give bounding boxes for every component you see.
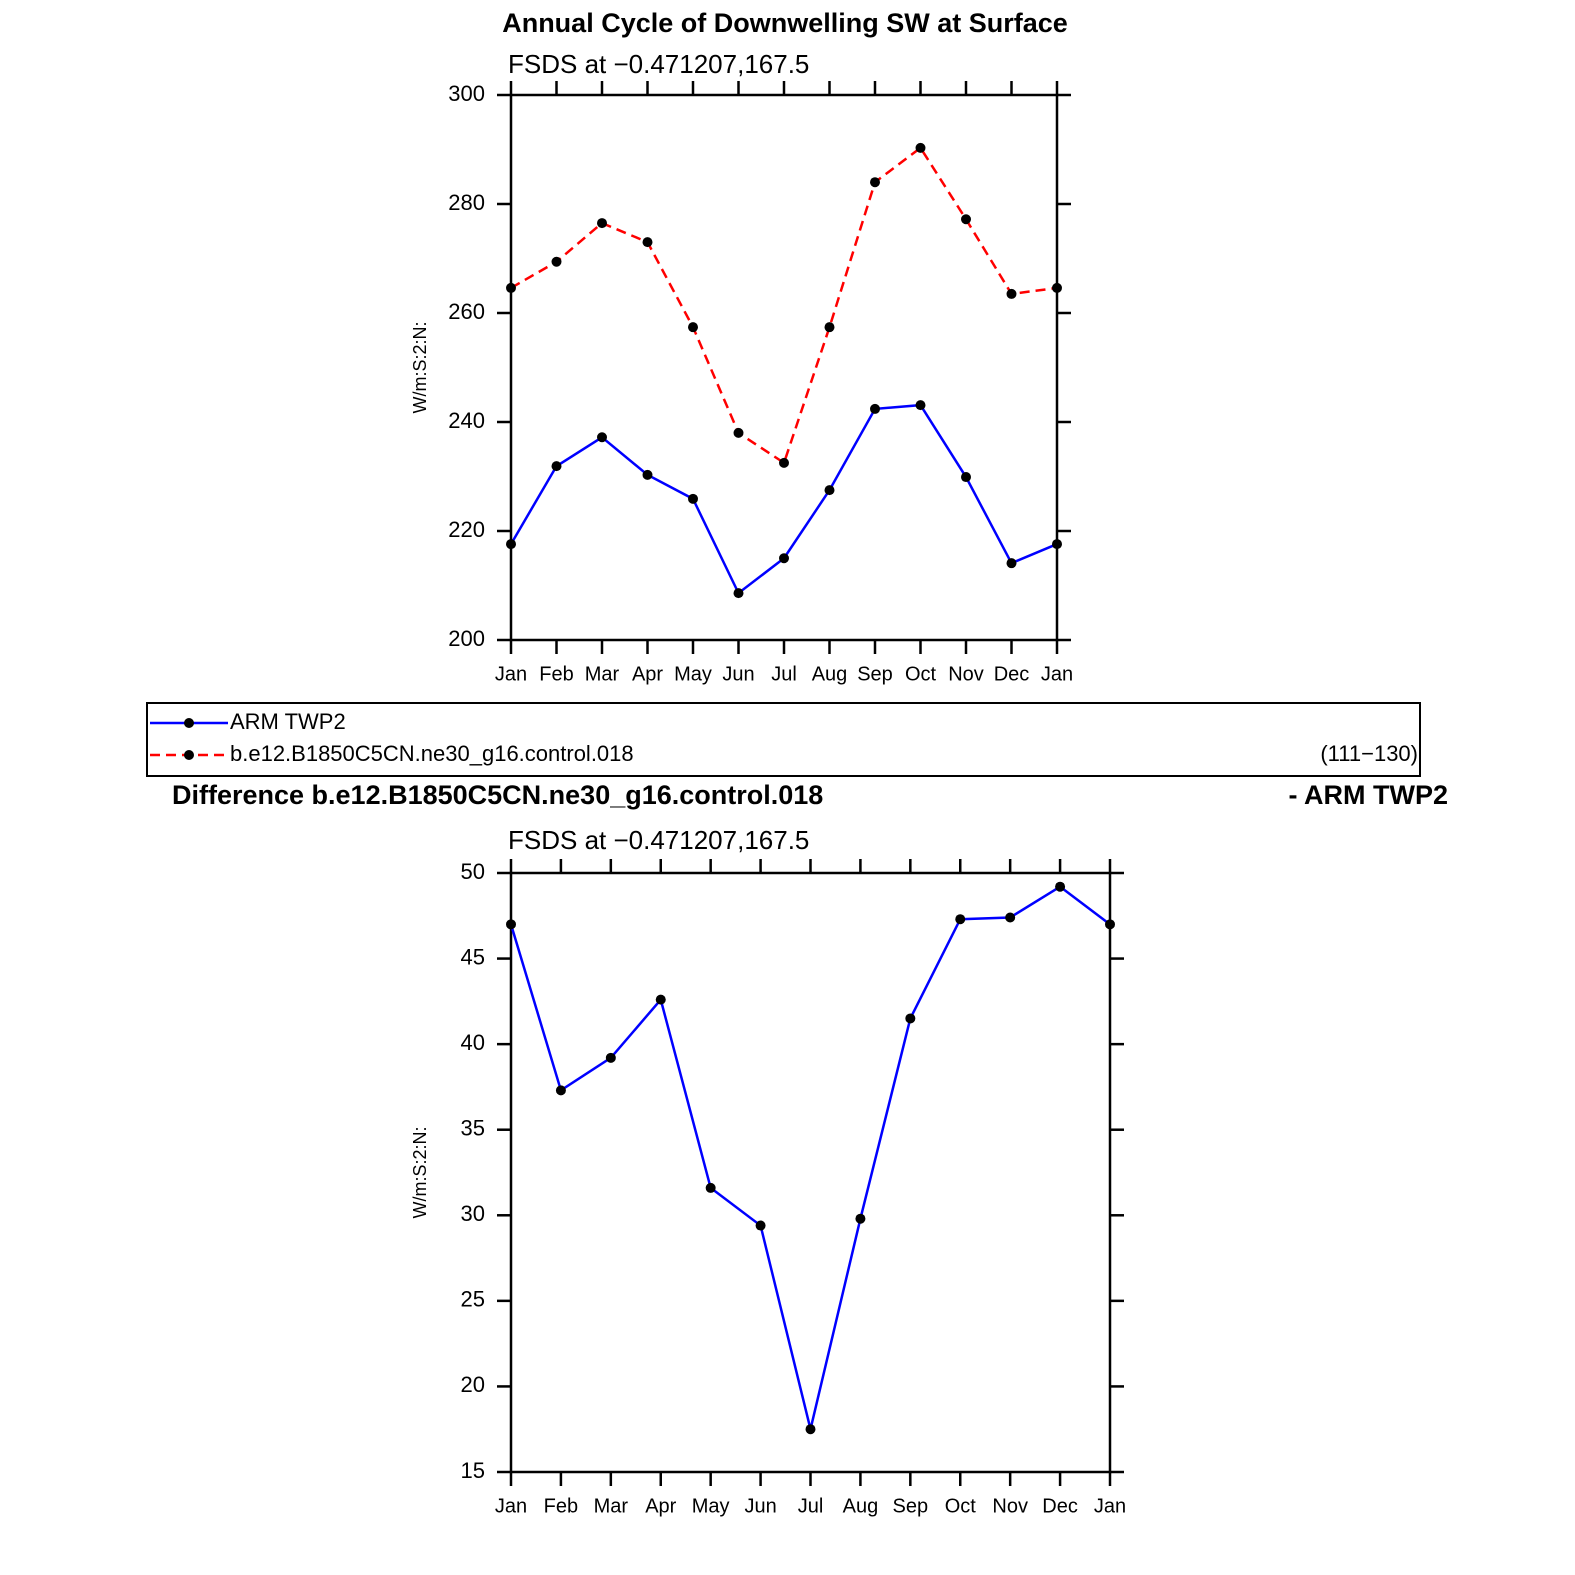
x-tick-label: Jun	[722, 663, 754, 685]
data-marker	[961, 472, 971, 483]
x-tick-label: Sep	[857, 663, 893, 685]
data-marker	[597, 218, 607, 229]
x-tick-label: Dec	[1042, 1495, 1078, 1517]
x-tick-label: Dec	[994, 663, 1030, 685]
data-marker	[551, 256, 562, 267]
data-marker	[551, 461, 562, 472]
data-marker	[688, 322, 698, 333]
y-tick-label: 30	[461, 1201, 485, 1226]
y-axis-label: W/m:S:2:N:	[410, 1126, 430, 1218]
data-marker	[1052, 539, 1062, 550]
x-tick-label: Feb	[544, 1495, 578, 1517]
data-marker	[655, 994, 666, 1005]
x-tick-label: Mar	[594, 1495, 629, 1517]
data-line	[509, 885, 1111, 1430]
y-tick-label: 25	[461, 1287, 485, 1312]
data-marker	[915, 142, 926, 153]
data-marker	[805, 1424, 816, 1435]
x-tick-label: Apr	[632, 663, 663, 685]
legend-label: b.e12.B1850C5CN.ne30_g16.control.018	[230, 741, 634, 766]
x-tick-label: Jan	[1041, 663, 1073, 685]
x-tick-label: Aug	[812, 663, 848, 685]
data-marker	[905, 1013, 916, 1024]
data-marker	[870, 403, 880, 414]
legend-marker	[184, 718, 194, 728]
legend-box	[146, 702, 1421, 777]
data-marker	[642, 469, 653, 480]
data-marker	[779, 553, 789, 564]
data-line	[510, 146, 1058, 465]
y-tick-label: 200	[448, 626, 485, 651]
data-marker	[961, 214, 971, 225]
x-tick-label: Feb	[539, 663, 573, 685]
y-tick-label: 20	[461, 1372, 485, 1397]
data-marker	[1105, 919, 1115, 930]
chart-title-suffix: - ARM TWP2	[1289, 780, 1448, 810]
y-tick-label: 300	[448, 81, 485, 106]
y-axis-label: W/m:S:2:N:	[410, 321, 430, 413]
data-marker	[605, 1052, 616, 1063]
legend-label: ARM TWP2	[230, 709, 346, 734]
y-tick-label: 45	[461, 944, 485, 969]
data-marker	[755, 1220, 766, 1231]
data-marker	[915, 400, 926, 411]
x-tick-label: Jan	[495, 1495, 527, 1517]
data-marker	[506, 919, 516, 930]
x-tick-label: Oct	[945, 1495, 977, 1517]
x-tick-label: Jan	[495, 663, 527, 685]
data-marker	[1055, 881, 1066, 892]
data-marker	[824, 322, 835, 333]
chart-title: Difference b.e12.B1850C5CN.ne30_g16.cont…	[172, 780, 823, 810]
y-tick-label: 280	[448, 190, 485, 215]
data-marker	[1005, 912, 1016, 923]
y-tick-label: 240	[448, 408, 485, 433]
data-marker	[555, 1085, 566, 1096]
data-marker	[506, 282, 516, 293]
y-tick-label: 220	[448, 517, 485, 542]
y-tick-label: 40	[461, 1030, 485, 1055]
data-marker	[870, 177, 880, 188]
x-tick-label: Oct	[905, 663, 937, 685]
data-marker	[705, 1182, 716, 1193]
data-line	[509, 403, 1058, 596]
data-marker	[1006, 288, 1017, 299]
x-tick-label: Mar	[585, 663, 620, 685]
x-tick-label: May	[692, 1495, 730, 1517]
data-marker	[733, 427, 744, 438]
data-marker	[855, 1213, 866, 1224]
x-tick-label: Nov	[992, 1495, 1028, 1517]
x-tick-label: Nov	[948, 663, 984, 685]
data-marker	[642, 237, 653, 248]
data-marker	[779, 457, 789, 468]
chart-subtitle: FSDS at −0.471207,167.5	[508, 825, 809, 855]
x-tick-label: Aug	[843, 1495, 879, 1517]
y-tick-label: 260	[448, 299, 485, 324]
data-marker	[955, 914, 966, 925]
data-marker	[506, 539, 516, 550]
plot-frame	[509, 871, 1112, 1474]
y-tick-label: 15	[461, 1458, 485, 1483]
data-marker	[688, 493, 698, 504]
data-marker	[733, 588, 744, 599]
data-marker	[824, 485, 835, 496]
x-tick-label: Jun	[744, 1495, 776, 1517]
chart-subtitle: FSDS at −0.471207,167.5	[508, 49, 809, 79]
y-tick-label: 50	[461, 859, 485, 884]
data-marker	[597, 432, 607, 443]
x-tick-label: Jul	[771, 663, 797, 685]
x-tick-label: May	[674, 663, 712, 685]
chart-title: Annual Cycle of Downwelling SW at Surfac…	[502, 8, 1068, 38]
legend-note: (111−130)	[1320, 741, 1418, 766]
x-tick-label: Jul	[798, 1495, 824, 1517]
y-tick-label: 35	[461, 1116, 485, 1141]
legend-marker	[184, 750, 194, 760]
data-marker	[1006, 558, 1017, 569]
x-tick-label: Jan	[1094, 1495, 1126, 1517]
x-tick-label: Apr	[645, 1495, 676, 1517]
x-tick-label: Sep	[893, 1495, 929, 1517]
data-marker	[1052, 282, 1062, 293]
